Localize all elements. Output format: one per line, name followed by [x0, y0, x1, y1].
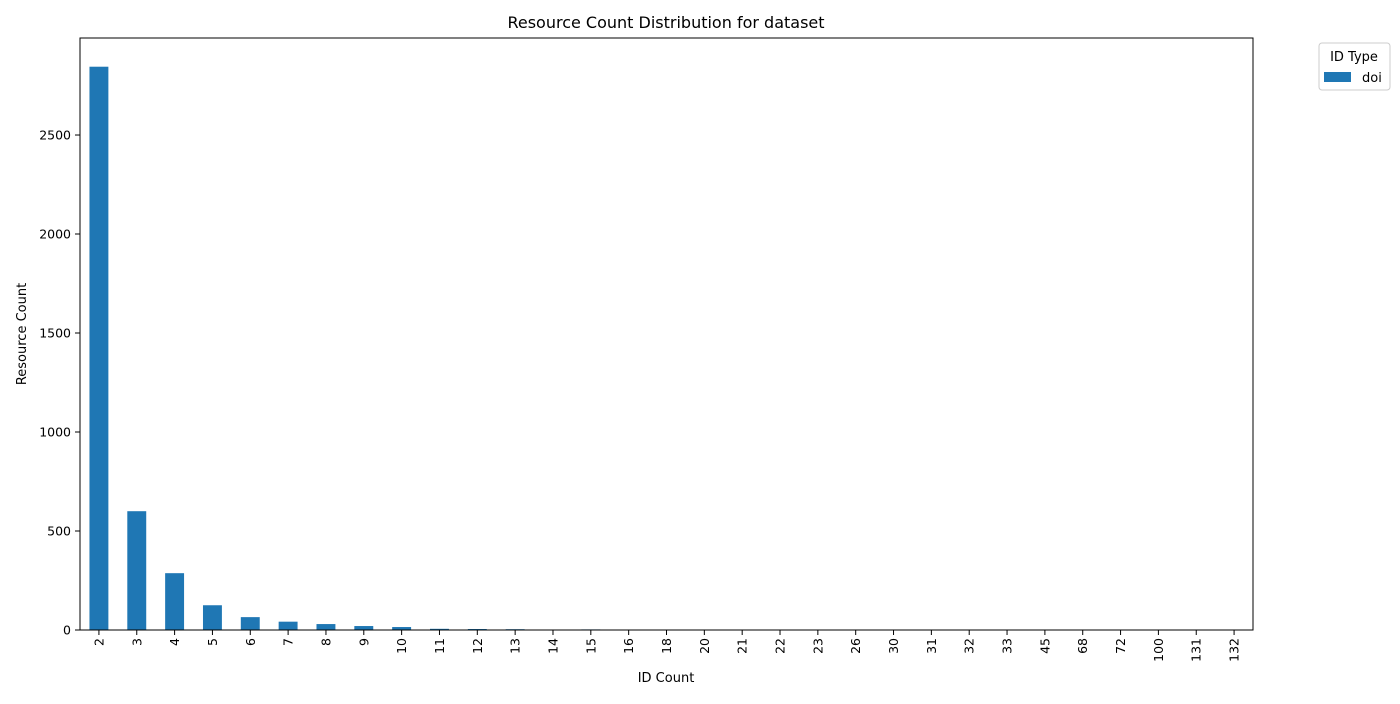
y-tick-label-500: 500 — [47, 524, 71, 539]
bar-8 — [316, 624, 335, 630]
x-tick-label-31: 31 — [924, 638, 939, 654]
bar-5 — [203, 605, 222, 630]
legend: ID Type doi — [1319, 43, 1390, 90]
x-tick-label-26: 26 — [848, 638, 863, 654]
x-tick-label-132: 132 — [1227, 638, 1242, 662]
bar-7 — [279, 622, 298, 630]
y-tick-label-1500: 1500 — [39, 326, 71, 341]
x-tick-label-12: 12 — [470, 638, 485, 654]
x-tick-label-4: 4 — [167, 638, 182, 646]
bar-4 — [165, 573, 184, 630]
bar-2 — [89, 67, 108, 630]
x-tick-label-8: 8 — [318, 638, 333, 646]
y-tick-label-2500: 2500 — [39, 128, 71, 143]
x-tick-label-5: 5 — [205, 638, 220, 646]
y-tick-label-0: 0 — [63, 623, 71, 638]
x-tick-label-33: 33 — [1000, 638, 1015, 654]
x-axis-label: ID Count — [638, 671, 695, 686]
y-tick-label-2000: 2000 — [39, 227, 71, 242]
plot-area-frame — [80, 38, 1253, 630]
x-tick-label-68: 68 — [1075, 638, 1090, 654]
x-tick-label-11: 11 — [432, 638, 447, 654]
x-tick-label-45: 45 — [1037, 638, 1052, 654]
x-tick-label-6: 6 — [243, 638, 258, 646]
bar-6 — [241, 617, 260, 630]
x-tick-label-30: 30 — [886, 638, 901, 654]
x-tick-label-23: 23 — [810, 638, 825, 654]
bars-layer — [89, 67, 1243, 630]
legend-swatch-doi — [1324, 72, 1351, 82]
bar-3 — [127, 511, 146, 630]
x-tick-label-131: 131 — [1189, 638, 1204, 662]
x-tick-label-22: 22 — [773, 638, 788, 654]
x-tick-label-14: 14 — [545, 638, 560, 654]
legend-label-doi: doi — [1362, 71, 1382, 86]
x-tick-label-21: 21 — [735, 638, 750, 654]
x-tick-label-3: 3 — [129, 638, 144, 646]
chart-title: Resource Count Distribution for dataset — [507, 13, 824, 32]
y-axis: 0 500 1000 1500 2000 2500 — [39, 128, 80, 638]
y-axis-label: Resource Count — [15, 283, 30, 385]
x-tick-label-7: 7 — [281, 638, 296, 646]
x-tick-label-16: 16 — [621, 638, 636, 654]
legend-title: ID Type — [1330, 50, 1378, 65]
x-tick-label-13: 13 — [508, 638, 523, 654]
x-tick-label-100: 100 — [1151, 638, 1166, 662]
x-tick-label-9: 9 — [356, 638, 371, 646]
x-tick-label-10: 10 — [394, 638, 409, 654]
x-tick-label-18: 18 — [659, 638, 674, 654]
y-tick-label-1000: 1000 — [39, 425, 71, 440]
bar-9 — [354, 626, 373, 630]
x-tick-label-20: 20 — [697, 638, 712, 654]
x-tick-label-32: 32 — [962, 638, 977, 654]
x-tick-label-2: 2 — [91, 638, 106, 646]
x-tick-label-72: 72 — [1113, 638, 1128, 654]
x-tick-label-15: 15 — [583, 638, 598, 654]
